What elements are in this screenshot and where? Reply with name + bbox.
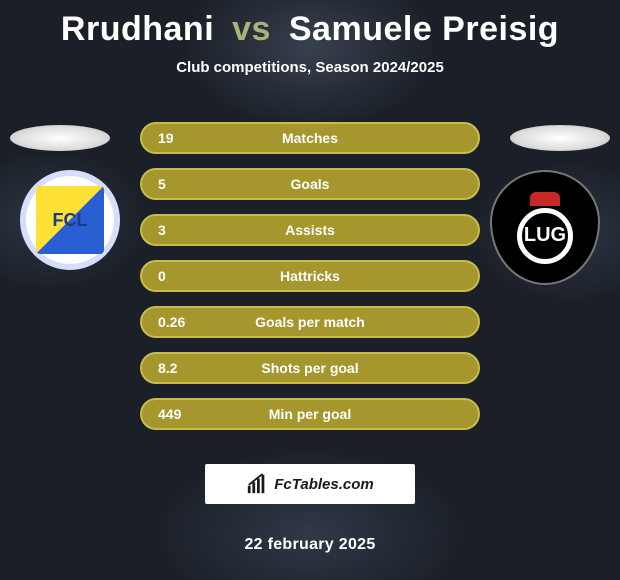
chart-icon (246, 473, 268, 495)
stat-row: 0.26Goals per match (140, 306, 480, 338)
stat-label: Assists (142, 222, 478, 238)
vs-label: vs (224, 10, 279, 48)
site-name: FcTables.com (274, 476, 373, 493)
stat-label: Goals per match (142, 314, 478, 330)
stat-value-a: 3 (158, 222, 166, 238)
stat-value-a: 449 (158, 406, 181, 422)
stat-label: Shots per goal (142, 360, 478, 376)
stat-row: 449Min per goal (140, 398, 480, 430)
site-badge: FcTables.com (205, 464, 415, 504)
stat-row: 0Hattricks (140, 260, 480, 292)
stat-value-a: 0 (158, 268, 166, 284)
title: Rrudhani vs Samuele Preisig (0, 0, 620, 49)
stat-value-a: 19 (158, 130, 174, 146)
player-a-name: Rrudhani (61, 10, 214, 48)
stat-value-a: 0.26 (158, 314, 185, 330)
stat-label: Min per goal (142, 406, 478, 422)
player-b-name: Samuele Preisig (289, 10, 559, 48)
subtitle: Club competitions, Season 2024/2025 (0, 59, 620, 76)
stat-rows: 19Matches5Goals3Assists0Hattricks0.26Goa… (0, 122, 620, 554)
stat-label: Matches (142, 130, 478, 146)
stat-value-a: 5 (158, 176, 166, 192)
stat-row: 8.2Shots per goal (140, 352, 480, 384)
stat-label: Goals (142, 176, 478, 192)
stat-row: 19Matches (140, 122, 480, 154)
stat-row: 5Goals (140, 168, 480, 200)
stat-value-a: 8.2 (158, 360, 177, 376)
stat-label: Hattricks (142, 268, 478, 284)
date: 22 february 2025 (244, 536, 375, 554)
stat-row: 3Assists (140, 214, 480, 246)
card: Rrudhani vs Samuele Preisig Club competi… (0, 0, 620, 580)
